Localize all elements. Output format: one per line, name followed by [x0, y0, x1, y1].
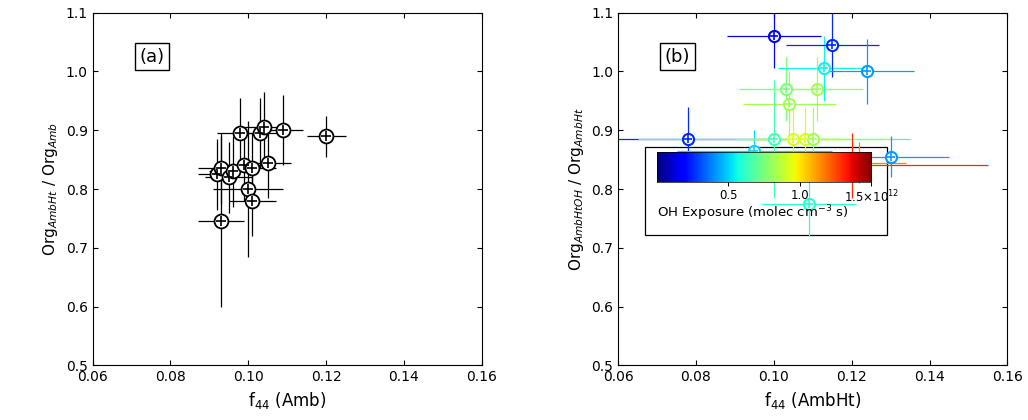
Text: (b): (b)	[665, 48, 691, 66]
Y-axis label: Org$_{AmbHt}$ / Org$_{Amb}$: Org$_{AmbHt}$ / Org$_{Amb}$	[41, 122, 60, 256]
Y-axis label: Org$_{AmbHtOH}$ / Org$_{AmbHt}$: Org$_{AmbHtOH}$ / Org$_{AmbHt}$	[566, 107, 586, 271]
Text: OH Exposure (molec cm$^{-3}$ s): OH Exposure (molec cm$^{-3}$ s)	[657, 203, 848, 223]
Text: (a): (a)	[139, 48, 164, 66]
X-axis label: f$_{44}$ (AmbHt): f$_{44}$ (AmbHt)	[764, 390, 861, 411]
X-axis label: f$_{44}$ (Amb): f$_{44}$ (Amb)	[248, 390, 326, 411]
FancyBboxPatch shape	[646, 147, 887, 235]
